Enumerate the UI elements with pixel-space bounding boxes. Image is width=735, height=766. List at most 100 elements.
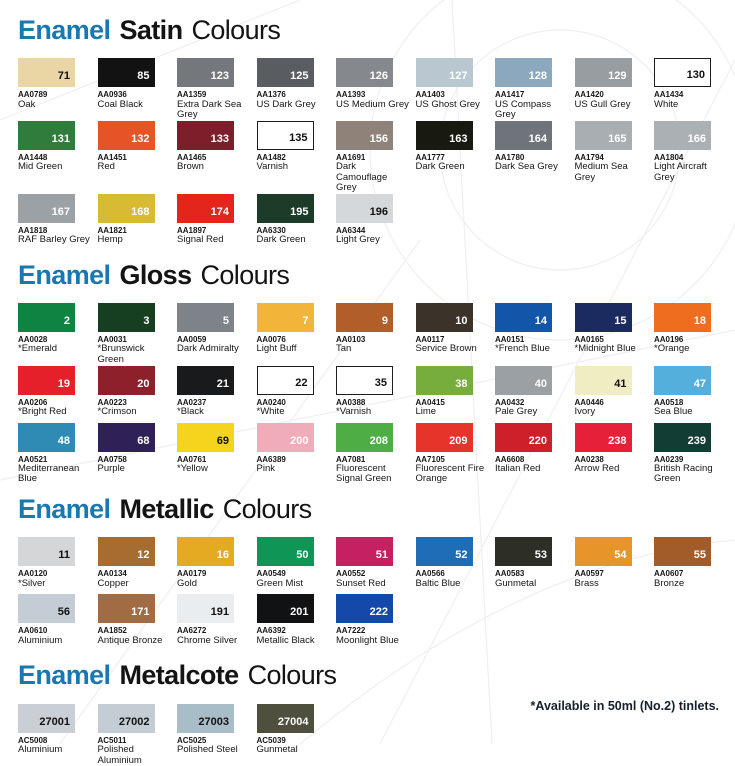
swatch-code: AA1821: [97, 225, 127, 235]
swatch-row: 2 AA0028 *Emerald 3 AA0031 *Brunswick Gr…: [18, 303, 735, 365]
color-chip: 9: [336, 303, 393, 333]
swatch-cell: 126 AA1393 US Medium Grey: [336, 58, 416, 115]
swatch-number: 14: [534, 315, 547, 328]
swatch-name: Pale Grey: [495, 405, 538, 417]
swatch-code: AA1465: [177, 152, 207, 162]
color-chip: 38: [415, 365, 473, 395]
section-title-enamel: Enamel: [18, 494, 111, 525]
color-chip: 168: [97, 193, 155, 223]
color-chip: 195: [256, 193, 314, 223]
color-chip: 27003: [177, 703, 234, 733]
swatch-cell: 2 AA0028 *Emerald: [18, 303, 98, 360]
swatch-number: 129: [608, 70, 627, 83]
color-chip: 220: [495, 422, 552, 452]
swatch-cell: 35 AA0388 *Varnish: [336, 365, 416, 423]
swatch-name: Extra Dark Sea Grey: [177, 98, 242, 121]
swatch-name: Copper: [97, 577, 129, 589]
swatch-name: Gunmetal: [256, 743, 298, 755]
swatch-cell: 85 AA0936 Coal Black: [97, 58, 178, 115]
colour-section: Enamel Gloss Colours 2 AA0028 *Emerald 3…: [18, 259, 735, 485]
section-title-colours: Colours: [222, 494, 312, 525]
swatch-cell: 208 AA7081 Fluorescent Signal Green: [336, 422, 416, 485]
color-chip: 126: [336, 58, 393, 88]
color-chip: 20: [97, 365, 155, 395]
swatch-number: 54: [614, 549, 627, 562]
swatch-number: 164: [528, 132, 547, 145]
section-title-finish: Gloss: [119, 259, 192, 290]
swatch-cell: 201 AA6392 Metallic Black: [256, 594, 337, 651]
swatch-cell: 18 AA0196 *Orange: [654, 303, 734, 360]
swatch-name: Sea Blue: [654, 405, 693, 417]
color-chip: 10: [415, 303, 473, 333]
swatch-cell: 133 AA1465 Brown: [177, 120, 257, 178]
swatch-name: Polished Steel: [177, 743, 238, 755]
swatch-number: 9: [381, 315, 388, 328]
swatch-cell: 27003 AC5025 Polished Steel: [177, 703, 257, 761]
swatch-cell: 68 AA0758 Purple: [97, 422, 178, 480]
section-title: Enamel Gloss Colours: [18, 259, 735, 290]
swatch-name: Dark Admiralty: [177, 343, 239, 355]
swatch-cell: 171 AA1852 Antique Bronze: [97, 594, 178, 651]
swatch-name: *Black: [177, 405, 204, 417]
swatch-name: Pink: [256, 462, 275, 474]
swatch-number: 47: [693, 377, 706, 390]
swatch-name: Fluorescent Fire Orange: [415, 462, 485, 485]
swatch-cell: 41 AA0446 Ivory: [574, 365, 655, 423]
swatch-cell: 125 AA1376 US Dark Grey: [256, 58, 337, 115]
swatch-number: 132: [131, 132, 150, 145]
swatch-rows: 11 AA0120 *Silver 12 AA0134 Copper 16 AA…: [18, 537, 735, 651]
swatch-cell: 27002 AC5011 Polished Aluminium: [97, 703, 178, 766]
swatch-number: 196: [369, 205, 388, 218]
swatch-cell: 40 AA0432 Pale Grey: [495, 365, 575, 423]
swatch-number: 53: [534, 549, 547, 562]
swatch-cell: 220 AA6608 Italian Red: [495, 422, 575, 480]
color-chip: 85: [97, 58, 155, 88]
swatch-name: Red: [97, 160, 115, 172]
swatch-number: 239: [687, 434, 706, 447]
swatch-cell: 3 AA0031 *Brunswick Green: [97, 303, 178, 365]
swatch-number: 15: [614, 315, 627, 328]
swatch-code: AA1448: [18, 152, 48, 162]
swatch-number: 3: [143, 315, 150, 328]
swatch-number: 128: [528, 70, 547, 83]
swatch-number: 156: [369, 132, 388, 145]
swatch-code: AA1482: [256, 152, 286, 162]
swatch-name: *Varnish: [336, 405, 372, 417]
section-title: Enamel Metalcote Colours: [18, 661, 735, 690]
section-title-colours: Colours: [200, 259, 290, 290]
colour-section: Enamel Metallic Colours 11 AA0120 *Silve…: [18, 495, 735, 651]
color-chip: 7: [256, 303, 314, 333]
color-chip: 128: [495, 58, 552, 88]
swatch-name: Tan: [336, 343, 352, 355]
swatch-row: 27001 AC5008 Aluminium 27002 AC5011 Poli…: [18, 703, 735, 766]
swatch-cell: 55 AA0607 Bronze: [654, 537, 734, 594]
color-chip: 208: [336, 422, 393, 452]
swatch-number: 201: [290, 606, 309, 619]
color-chip: 174: [177, 193, 234, 223]
swatch-cell: 7 AA0076 Light Buff: [256, 303, 337, 360]
swatch-name: Baltic Blue: [415, 577, 461, 589]
swatch-cell: 12 AA0134 Copper: [97, 537, 178, 594]
swatch-code: AA6344: [336, 225, 366, 235]
color-chip: 69: [177, 422, 234, 452]
swatch-number: 68: [137, 434, 150, 447]
swatch-name: Light Aircraft Grey: [654, 160, 707, 183]
swatch-cell: 167 AA1818 RAF Barley Grey: [18, 193, 98, 251]
swatch-rows: 71 AA0789 Oak 85 AA0936 Coal Black 123 A…: [18, 58, 735, 251]
swatch-cell: 132 AA1451 Red: [97, 120, 178, 178]
swatch-number: 135: [289, 131, 308, 144]
color-chip: 135: [256, 120, 314, 150]
color-chip: 21: [177, 365, 234, 395]
color-chip: 222: [336, 594, 393, 624]
swatch-number: 125: [290, 70, 309, 83]
swatch-number: 27002: [118, 715, 150, 728]
color-chip: 156: [336, 120, 393, 150]
swatch-cell: 131 AA1448 Mid Green: [18, 120, 98, 178]
swatch-name: *Brunswick Green: [97, 343, 145, 365]
swatch-cell: 21 AA0237 *Black: [177, 365, 257, 423]
swatch-number: 238: [608, 434, 627, 447]
swatch-cell: 10 AA0117 Service Brown: [415, 303, 496, 360]
swatch-cell: 51 AA0552 Sunset Red: [336, 537, 416, 594]
swatch-name: Green Mist: [256, 577, 303, 589]
